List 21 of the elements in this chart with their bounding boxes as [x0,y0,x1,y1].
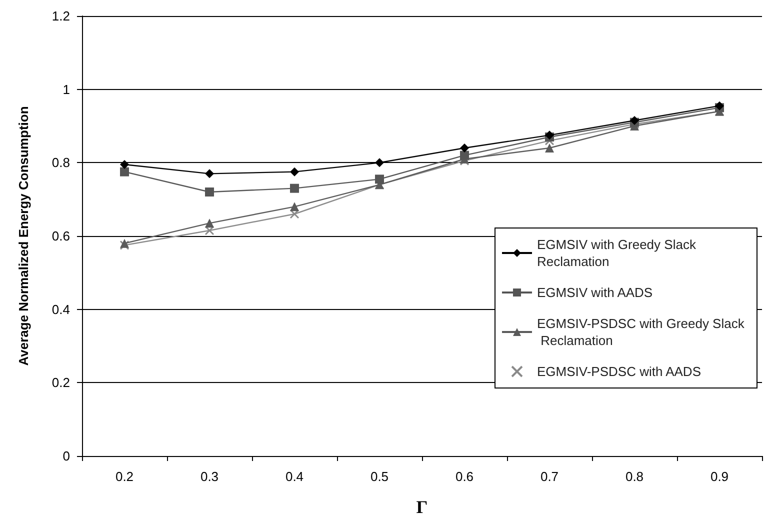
legend-label: EGMSIV-PSDSC with AADS [537,364,702,379]
y-tick-label: 0.2 [52,375,70,390]
legend-label: EGMSIV-PSDSC with Greedy Slack Reclamation [537,316,745,348]
y-tick-label: 1 [62,82,70,97]
x-tick-label: 0.2 [115,469,134,484]
x-tick-label: 0.9 [710,469,729,484]
legend-label: EGMSIV with Greedy Slack Reclamation [537,237,700,269]
legend-label: EGMSIV with AADS [537,285,653,300]
x-tick-label: 0.8 [625,469,644,484]
x-tick-label: 0.4 [285,469,304,484]
y-tick-label: 0.6 [52,228,70,244]
x-tick-label: 0.6 [455,469,474,484]
y-axis-title: Average Normalized Energy Consumption [16,106,31,366]
x-tick-label: 0.5 [370,469,389,484]
y-tick-label: 1.2 [52,8,70,24]
y-tick-label: 0.4 [52,302,70,317]
x-axis-title: Γ [416,497,428,517]
x-tick-label: 0.3 [200,469,219,484]
y-tick-label: 0 [62,448,70,464]
y-tick-label: 0.8 [52,155,70,170]
x-tick-label: 0.7 [540,469,559,484]
